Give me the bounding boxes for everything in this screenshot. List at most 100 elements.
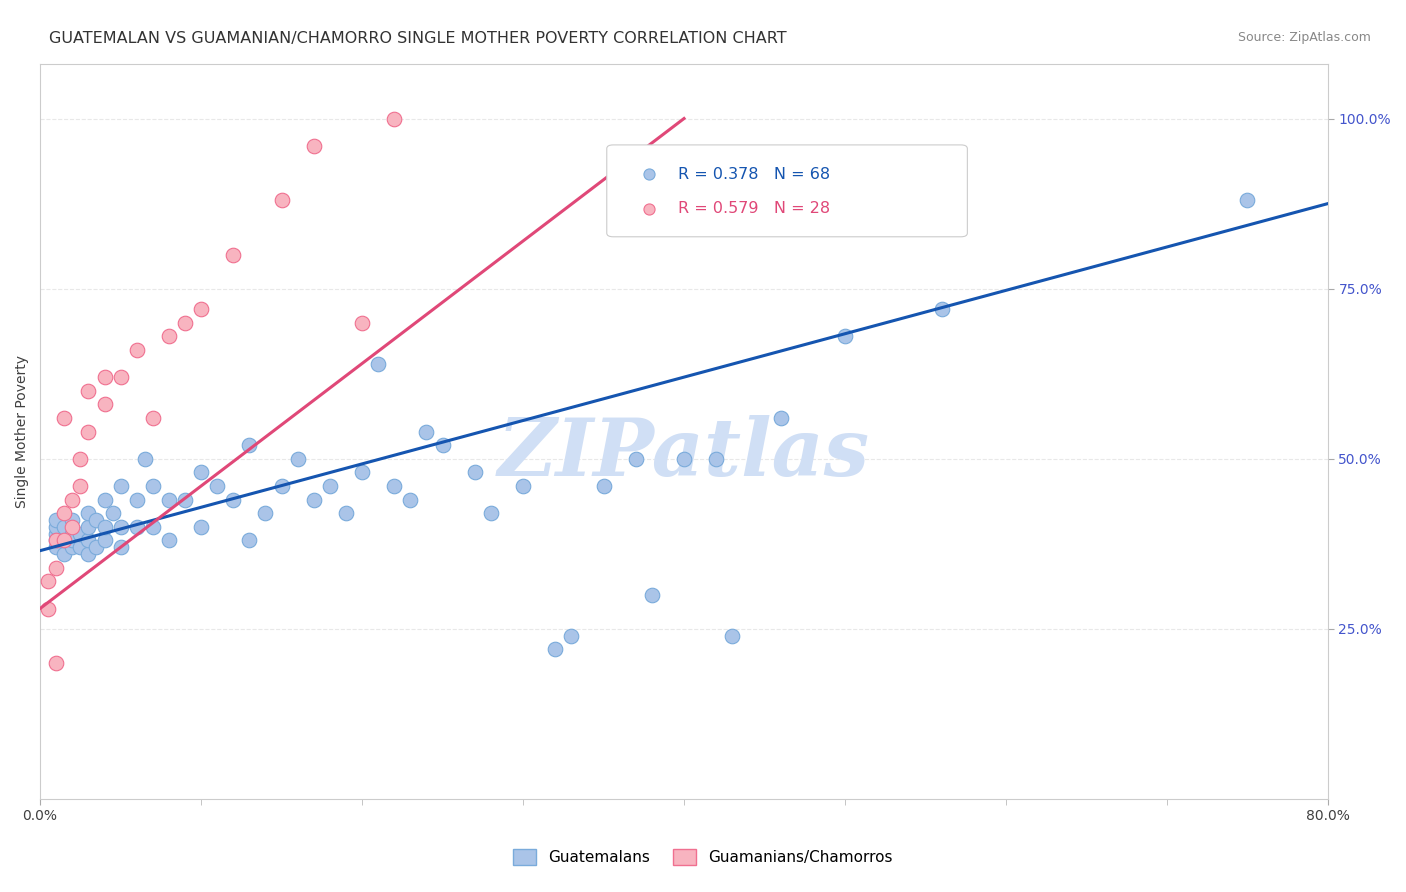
Point [190,466,212,480]
Point [53,533,76,548]
Point [560,629,582,643]
Point [77,533,100,548]
Point [270,479,292,493]
Point [110,370,132,384]
Point [302,492,325,507]
Point [93,397,115,411]
Point [69,451,91,466]
Point [60,492,83,507]
Point [142,520,165,534]
Point [157,533,180,548]
Point [721,629,744,643]
Point [125,343,148,357]
Point [352,316,374,330]
Point [60,526,83,541]
Point [77,520,100,534]
Point [287,451,309,466]
Point [624,451,647,466]
Point [69,479,91,493]
Point [157,329,180,343]
Point [101,506,124,520]
Point [110,520,132,534]
Point [45,533,67,548]
Point [302,138,325,153]
Point [1236,193,1258,207]
Point [512,479,534,493]
Point [222,247,245,261]
Point [190,520,212,534]
Point [86,541,108,555]
Point [592,479,614,493]
Point [53,506,76,520]
Point [222,492,245,507]
FancyBboxPatch shape [607,145,967,236]
Point [60,513,83,527]
Point [157,492,180,507]
Point [205,479,228,493]
Point [190,301,212,316]
Point [45,520,67,534]
Point [93,492,115,507]
Point [704,451,727,466]
Point [238,438,260,452]
Point [641,207,664,221]
Point [69,541,91,555]
Point [125,520,148,534]
Point [77,547,100,561]
Point [479,506,502,520]
Point [834,329,856,343]
Point [641,588,664,602]
Point [37,574,59,589]
Point [77,384,100,398]
Point [53,533,76,548]
Point [415,425,437,439]
Point [60,520,83,534]
Point [769,411,792,425]
Point [45,533,67,548]
Point [174,492,197,507]
Point [382,112,405,126]
Point [60,533,83,548]
Point [86,513,108,527]
Point [319,479,342,493]
Point [45,560,67,574]
Point [399,492,422,507]
Y-axis label: Single Mother Poverty: Single Mother Poverty [15,355,30,508]
Point [93,520,115,534]
Point [352,466,374,480]
Point [238,533,260,548]
Point [673,451,696,466]
Point [93,370,115,384]
Point [77,425,100,439]
Point [125,492,148,507]
Point [45,656,67,670]
Text: ZIPatlas: ZIPatlas [498,415,870,492]
Point [367,357,389,371]
Point [110,541,132,555]
Point [931,301,953,316]
Point [77,506,100,520]
Point [254,506,277,520]
Point [382,479,405,493]
Point [270,193,292,207]
Text: R = 0.579   N = 28: R = 0.579 N = 28 [678,202,830,217]
Point [60,541,83,555]
Point [45,541,67,555]
Point [53,520,76,534]
Point [134,451,156,466]
Text: Source: ZipAtlas.com: Source: ZipAtlas.com [1237,31,1371,45]
Point [335,506,357,520]
Point [53,547,76,561]
Point [37,601,59,615]
Point [53,411,76,425]
Point [93,533,115,548]
Point [110,479,132,493]
Point [142,479,165,493]
Point [69,526,91,541]
Point [544,642,567,657]
Legend: Guatemalans, Guamanians/Chamorros: Guatemalans, Guamanians/Chamorros [508,843,898,871]
Point [464,466,486,480]
Point [174,316,197,330]
Point [45,526,67,541]
Point [142,411,165,425]
